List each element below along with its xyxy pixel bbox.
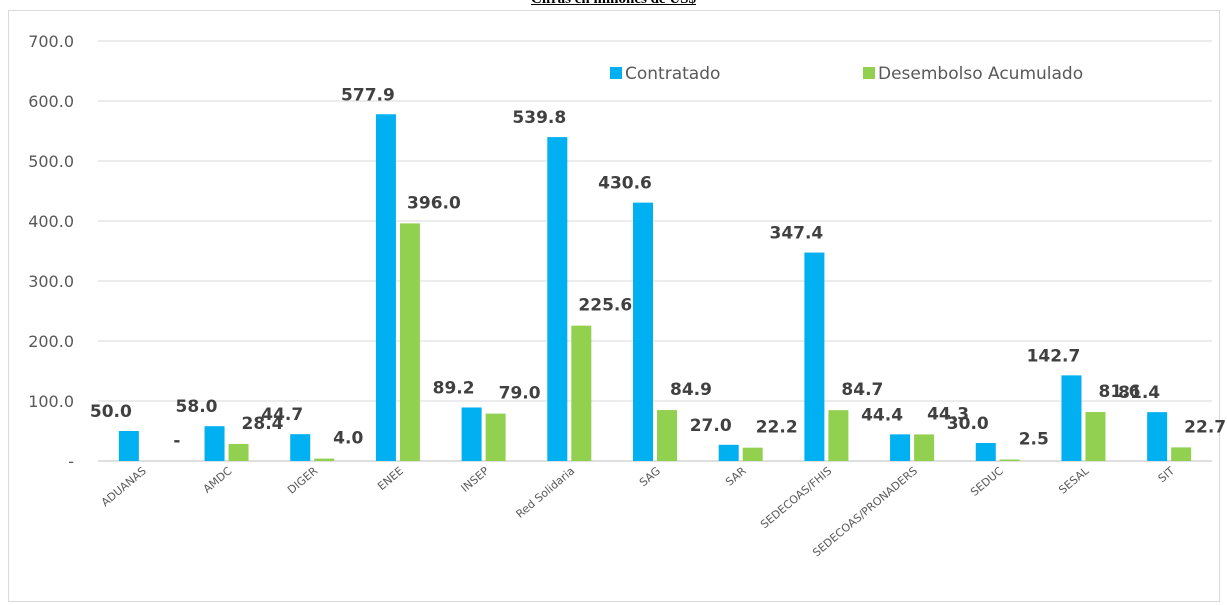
data-label: 58.0 bbox=[176, 397, 218, 417]
data-label: 22.7 bbox=[1184, 417, 1226, 437]
x-category-label: SESAL bbox=[1056, 464, 1092, 497]
contratado-bar bbox=[118, 431, 139, 461]
data-label: 2.5 bbox=[1019, 430, 1049, 450]
data-label: 396.0 bbox=[407, 193, 461, 213]
data-label: 81.6 bbox=[1098, 382, 1140, 402]
x-axis-categories: ADUANAS AMDC DIGER ENEE INSEP Red Solidaria SA… bbox=[99, 464, 1177, 560]
data-labels: 50.0 - 58.0 28.444.7 4.0 577.9 396.0 89.2 79.0 53… bbox=[90, 85, 1226, 451]
data-label: 79.0 bbox=[499, 384, 541, 404]
x-category-label: SEDECOAS/FHIS bbox=[758, 464, 834, 531]
data-label: 44.3 bbox=[927, 404, 969, 424]
desembolso-bar bbox=[399, 223, 420, 461]
contratado-bar bbox=[890, 434, 911, 461]
legend-item-contratado: Contratado bbox=[625, 64, 720, 84]
contratado-bar bbox=[633, 202, 653, 461]
data-label: 89.2 bbox=[433, 378, 475, 398]
data-label: 539.8 bbox=[512, 108, 566, 128]
y-tick-label: 300.0 bbox=[28, 272, 74, 291]
legend-item-desembolso: Desembolso Acumulado bbox=[878, 64, 1083, 84]
contratado-bar bbox=[375, 114, 396, 461]
data-label: - bbox=[173, 431, 180, 451]
contratado-bar bbox=[718, 444, 739, 461]
x-category-label: SAG bbox=[637, 464, 663, 489]
contratado-bar bbox=[975, 443, 996, 461]
x-category-label: ENEE bbox=[375, 464, 406, 493]
data-label: 44.7 bbox=[261, 405, 303, 425]
desembolso-bar bbox=[914, 434, 935, 461]
desembolso-bar bbox=[999, 459, 1020, 461]
y-tick-label: 100.0 bbox=[28, 392, 74, 411]
data-label: 430.6 bbox=[598, 174, 652, 194]
data-label: 225.6 bbox=[578, 296, 632, 316]
x-category-label: Red Solidaria bbox=[514, 464, 578, 520]
data-label: 577.9 bbox=[341, 85, 395, 105]
y-tick-label: 700.0 bbox=[28, 32, 74, 51]
legend: Contratado Desembolso Acumulado bbox=[610, 64, 1083, 84]
desembolso-bar bbox=[1085, 412, 1106, 461]
data-label: 50.0 bbox=[90, 402, 132, 422]
desembolso-bar bbox=[314, 458, 335, 461]
data-label: 81.4 bbox=[1118, 383, 1160, 403]
data-label: 30.0 bbox=[947, 414, 989, 434]
desembolso-bar bbox=[228, 443, 249, 461]
data-label: 347.4 bbox=[769, 224, 823, 244]
y-tick-label: - bbox=[68, 452, 74, 471]
contratado-bar bbox=[290, 434, 311, 461]
x-category-label: ADUANAS bbox=[99, 464, 149, 509]
y-tick-label: 400.0 bbox=[28, 212, 74, 231]
x-category-label: DIGER bbox=[285, 464, 320, 497]
legend-swatch bbox=[863, 67, 875, 79]
legend-swatch bbox=[610, 67, 622, 79]
contratado-bar bbox=[1061, 375, 1082, 461]
data-label: 28.4 bbox=[242, 414, 284, 434]
y-tick-label: 500.0 bbox=[28, 152, 74, 171]
desembolso-bar bbox=[828, 410, 849, 461]
data-label: 22.2 bbox=[756, 418, 798, 438]
x-category-label: SEDUC bbox=[968, 464, 1006, 499]
desembolso-bar bbox=[571, 325, 592, 461]
x-category-label: SAR bbox=[723, 464, 749, 489]
chart-title: Cifras en millones de US$ bbox=[0, 0, 1227, 8]
x-category-label: SIT bbox=[1156, 464, 1178, 485]
desembolso-bar bbox=[1171, 447, 1192, 461]
data-label: 27.0 bbox=[690, 416, 732, 436]
y-tick-label: 600.0 bbox=[28, 92, 74, 111]
x-category-label: INSEP bbox=[459, 464, 492, 495]
data-label: 142.7 bbox=[1027, 346, 1081, 366]
y-axis: - 100.0 200.0 300.0 400.0 500.0 600.0 700.0 bbox=[28, 32, 74, 471]
data-label: 44.4 bbox=[861, 405, 903, 425]
desembolso-bar bbox=[485, 413, 506, 461]
bars bbox=[118, 114, 1192, 461]
grid-lines bbox=[98, 40, 1212, 462]
desembolso-bar bbox=[657, 410, 677, 461]
contratado-bar bbox=[547, 137, 568, 461]
desembolso-bar bbox=[742, 447, 763, 461]
contratado-bar bbox=[804, 252, 825, 461]
chart-frame bbox=[8, 10, 1220, 602]
contratado-bar bbox=[1147, 412, 1168, 461]
contratado-bar bbox=[204, 426, 225, 461]
data-label: 84.9 bbox=[670, 380, 712, 400]
contratado-bar bbox=[461, 407, 482, 461]
data-label: 84.7 bbox=[841, 380, 883, 400]
x-category-label: AMDC bbox=[201, 464, 235, 495]
data-label: 4.0 bbox=[333, 429, 363, 449]
y-tick-label: 200.0 bbox=[28, 332, 74, 351]
